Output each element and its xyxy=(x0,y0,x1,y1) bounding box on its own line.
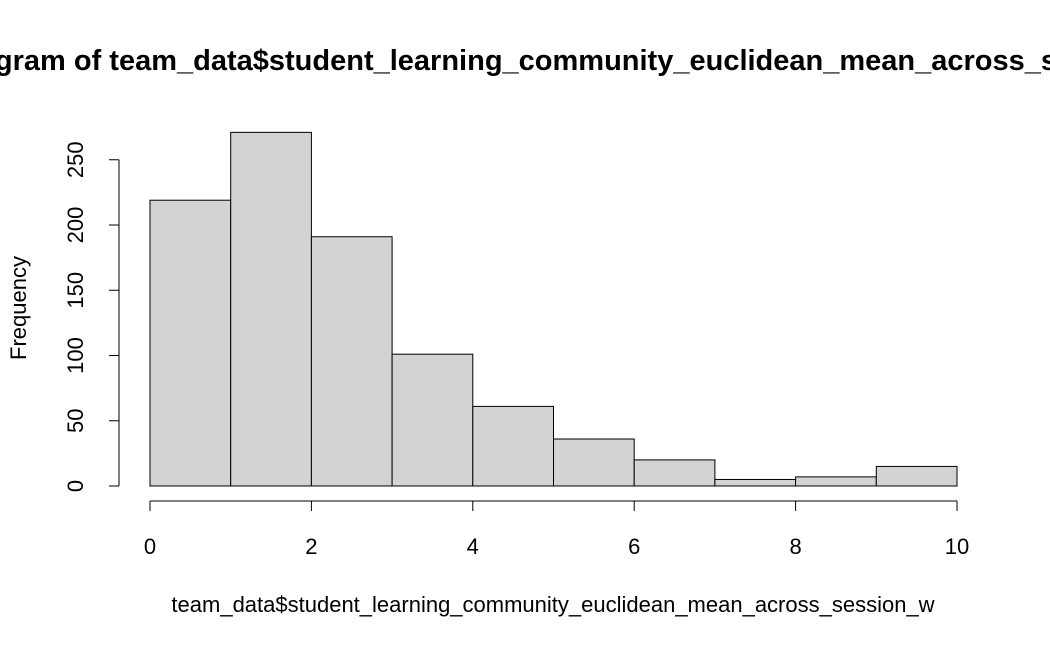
y-tick-label: 50 xyxy=(63,409,88,433)
y-tick-label: 250 xyxy=(63,141,88,178)
histogram-bar xyxy=(391,353,474,487)
y-tick-label: 0 xyxy=(63,480,88,492)
histogram-bar xyxy=(875,465,958,487)
x-tick-label: 4 xyxy=(467,534,479,559)
histogram-bar xyxy=(472,405,554,487)
y-tick-label: 150 xyxy=(63,272,88,309)
x-axis: 0 2 4 6 8 10 xyxy=(144,500,969,559)
histogram-bar xyxy=(714,478,797,487)
x-tick-label: 10 xyxy=(945,534,969,559)
histogram-bar xyxy=(149,199,232,487)
histogram-bar xyxy=(795,476,877,487)
y-axis: 0 50 100 150 200 250 xyxy=(63,141,120,492)
x-axis-label: team_data$student_learning_community_euc… xyxy=(171,592,934,617)
bars-group xyxy=(149,131,958,487)
x-tick-label: 2 xyxy=(305,534,317,559)
chart-title: Histogram of team_data$student_learning_… xyxy=(0,45,1050,77)
histogram-bar xyxy=(633,459,716,487)
histogram-bar xyxy=(310,236,393,487)
histogram-bar xyxy=(553,438,635,487)
histogram-bar xyxy=(230,131,312,487)
y-tick-label: 200 xyxy=(63,207,88,244)
x-tick-label: 8 xyxy=(789,534,801,559)
y-tick-label: 100 xyxy=(63,337,88,374)
y-axis-label: Frequency xyxy=(6,256,31,360)
x-tick-label: 0 xyxy=(144,534,156,559)
x-tick-label: 6 xyxy=(628,534,640,559)
